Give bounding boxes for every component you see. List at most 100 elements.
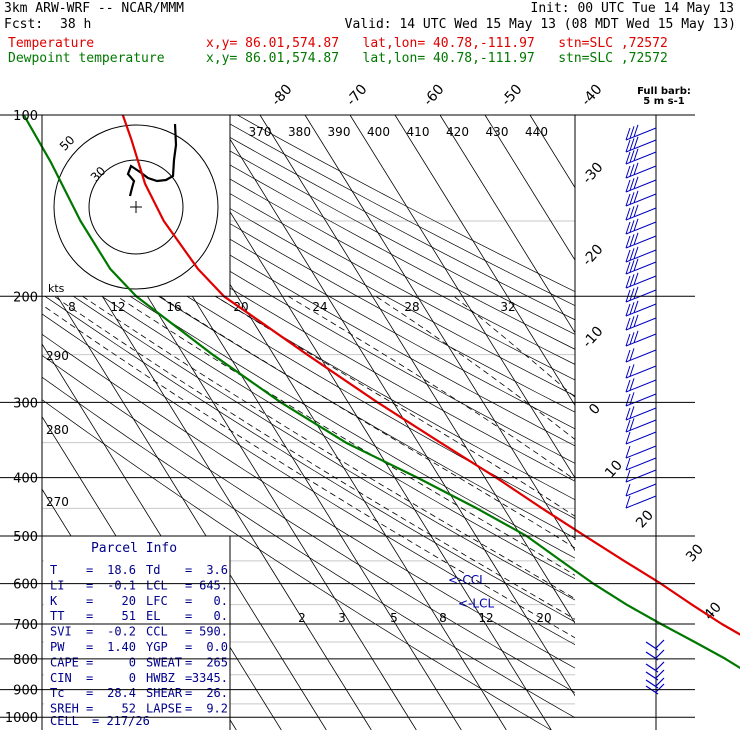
parcel-eq: = (86, 655, 93, 669)
moist-adiabat (116, 295, 575, 576)
wind-barb-flag (633, 246, 639, 259)
wind-barb-staff (625, 193, 657, 207)
wind-barb-flag (629, 164, 635, 177)
parcel-key: LCL (146, 578, 168, 592)
isotherm-label: 20 (633, 507, 657, 531)
wind-barb-flag (625, 275, 631, 289)
init-time: Init: 00 UTC Tue 14 May 13 (530, 1, 735, 16)
wind-barb-flag (625, 139, 631, 153)
wind-barb (625, 162, 657, 179)
parcel-value: 3345. (192, 671, 228, 685)
parcel-eq: = (185, 702, 192, 716)
isotherm-label: -10 (579, 323, 606, 351)
parcel-key: YGP (146, 640, 168, 654)
wind-barb-staff (625, 379, 657, 393)
dry-adiabat (42, 333, 575, 669)
wind-barb-staff (625, 165, 657, 179)
parcel-value: 9.2 (206, 702, 228, 716)
parcel-eq: = (185, 671, 192, 685)
moist-adiabat (375, 295, 575, 440)
parcel-cell-value: = 217/26 (92, 714, 150, 728)
forecast-label: Fcst: (4, 17, 44, 32)
forecast-hours: 38 h (60, 17, 92, 32)
dry-adiabat (50, 115, 575, 413)
parcel-row: LI = -0.1 LCL = 645. (50, 578, 228, 592)
wind-barb-flag (625, 127, 631, 141)
wind-barb-staff (625, 483, 657, 497)
parcel-eq: = (86, 594, 93, 608)
isotherm (214, 115, 575, 697)
wind-barb (625, 246, 657, 263)
parcel-key: HWBZ (146, 671, 175, 685)
isotherm (484, 115, 575, 261)
wind-barb-staff (625, 365, 657, 379)
wind-barb-staff (625, 431, 657, 445)
dry-adiabat (42, 170, 575, 482)
isotherm-label: -50 (498, 81, 525, 109)
wind-barb-flag (629, 274, 635, 287)
parcel-value: -0.2 (107, 625, 136, 639)
wind-barb-flag (625, 419, 631, 433)
wind-barb-staff (625, 275, 657, 289)
parcel-cell-label: CELL (50, 714, 79, 728)
wind-barb-flag (625, 207, 631, 221)
wind-barb-low (645, 679, 659, 689)
wind-barbs: Full barb:5 m s-1 (625, 86, 691, 730)
wind-barb (625, 330, 657, 347)
parcel-eq: = (86, 578, 93, 592)
wind-barb-flag (629, 150, 635, 163)
dewpoint-line (22, 114, 740, 670)
barb-key-title: Full barb: (637, 86, 691, 97)
wind-barb-flag (633, 218, 639, 231)
parcel-eq: = (185, 563, 192, 577)
wind-barb (625, 176, 657, 193)
wind-barb-flag (633, 176, 639, 189)
parcel-row: SVI = -0.2 CCL = 590. (50, 625, 228, 639)
pressure-tick: 100 (13, 109, 38, 124)
parcel-eq: = (86, 686, 93, 700)
parcel-row: CIN = 0 HWBZ = 3345. (50, 671, 228, 685)
dry-adiabat (74, 115, 575, 397)
legend-temperature: Temperature (8, 36, 95, 51)
mixing-ratio-line (725, 584, 740, 730)
wind-barb (625, 232, 657, 249)
wind-barb-staff (625, 445, 657, 459)
pressure-tick: 500 (13, 530, 38, 545)
parcel-row: SREH = 52 LAPSE = 9.2 (50, 702, 228, 716)
isotherm (169, 115, 552, 730)
legend-temperature-info: x,y= 86.01,574.87 lat,lon= 40.78,-111.97… (206, 36, 668, 51)
parcel-key: EL (146, 609, 160, 623)
theta-label-low: 290 (46, 349, 69, 363)
wind-barb-flag (625, 261, 631, 275)
parcel-value: 0 (129, 671, 136, 685)
parcel-value: 51 (122, 609, 136, 623)
parcel-eq: = (185, 640, 192, 654)
theta-label: 410 (407, 125, 430, 139)
wind-barb-staff (625, 303, 657, 317)
wind-barb (625, 364, 657, 379)
dry-adiabat (42, 313, 575, 646)
isotherm (439, 115, 575, 334)
parcel-eq: = (86, 671, 93, 685)
barb-key-unit: 5 m s-1 (643, 96, 684, 107)
parcel-eq: = (185, 609, 192, 623)
wind-barb (625, 392, 657, 407)
wind-barb-flag (633, 162, 639, 175)
lcl-marker: <-LCL (458, 597, 494, 611)
wind-barb-flag (625, 193, 631, 207)
wind-barb-flag (633, 286, 639, 299)
isotherm-label: -70 (343, 81, 370, 109)
temperature-line (121, 114, 740, 636)
model-title: 3km ARW-WRF -- NCAR/MMM (4, 1, 185, 16)
dry-adiabat (42, 399, 552, 730)
hodograph-speed-tick: 16 (166, 300, 181, 314)
wind-barb-flag (633, 190, 639, 203)
wind-barb-flag (625, 495, 631, 509)
wind-barb-staff (625, 139, 657, 153)
parcel-value: 3.6 (206, 563, 228, 577)
wind-barb-low (645, 671, 659, 681)
wind-barb-low (645, 641, 659, 651)
wind-barb-staff (625, 127, 657, 141)
wind-barb-flag (633, 136, 639, 149)
